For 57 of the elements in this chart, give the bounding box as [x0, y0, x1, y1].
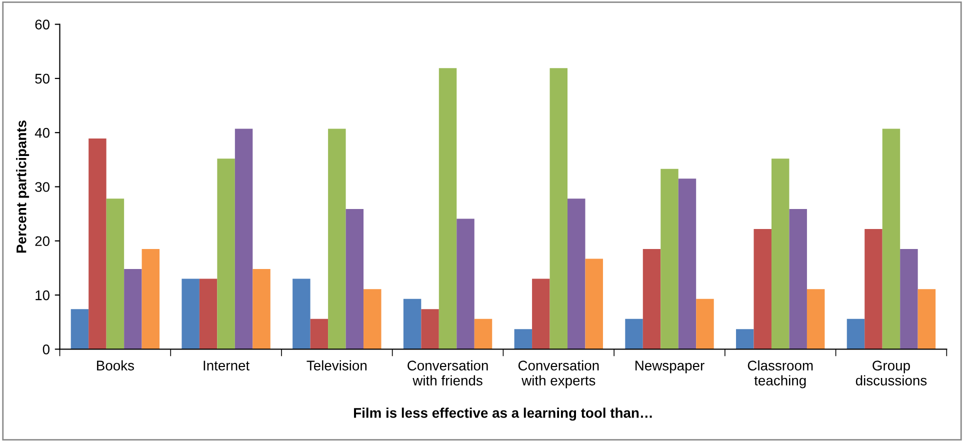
bar: [124, 269, 142, 350]
bar: [806, 289, 825, 350]
bar: [292, 278, 310, 350]
x-tick-label: Group discussions: [856, 360, 927, 386]
bar: [846, 318, 865, 350]
bar: [900, 249, 918, 350]
bar: [532, 278, 550, 350]
bar: [106, 198, 124, 350]
bar: [642, 249, 661, 350]
x-tick-label: Classroom teaching: [748, 360, 813, 388]
bar: [918, 289, 936, 350]
bar: [142, 249, 160, 350]
bar: [514, 329, 532, 350]
bar: [438, 68, 457, 350]
y-tick-label: 20: [35, 236, 50, 246]
bar: [364, 289, 382, 350]
bar: [864, 228, 882, 350]
bar: [696, 298, 714, 350]
y-tick-label: 40: [34, 128, 50, 138]
bar: [199, 278, 218, 350]
bar: [310, 318, 328, 350]
x-tick-label: Newspaper: [636, 360, 704, 374]
y-axis-title: Percent participants: [16, 120, 30, 253]
bar: [568, 198, 586, 350]
x-tick-label: Television: [306, 360, 367, 370]
y-tick-label: 60: [35, 20, 50, 30]
x-tick-label: Conversation with experts: [518, 360, 599, 388]
y-tick-label: 50: [35, 74, 50, 84]
bar: [754, 228, 772, 350]
y-tick-label: 10: [36, 290, 50, 300]
y-tick-label: 0: [42, 344, 50, 354]
bar: [660, 168, 678, 350]
bar: [70, 309, 89, 350]
x-tick-label: Conversation with friends: [408, 360, 488, 386]
bar: [882, 128, 900, 350]
x-axis-title: Film is less effective as a learning tool than…: [354, 408, 652, 421]
bar: [403, 298, 422, 350]
bar: [346, 208, 364, 350]
bar: [234, 128, 253, 350]
bar: [550, 68, 568, 350]
bar: [771, 158, 790, 350]
bar: [585, 258, 603, 350]
bar: [789, 208, 807, 350]
x-tick-label: Internet: [204, 360, 250, 370]
bar: [421, 309, 439, 350]
bar: [474, 318, 492, 350]
bar: [217, 158, 235, 350]
bar: [252, 269, 270, 350]
bar: [88, 138, 106, 350]
bar: [456, 218, 474, 350]
y-tick-label: 30: [35, 182, 50, 192]
bar: [736, 329, 754, 350]
bar: [625, 318, 643, 350]
x-tick-label: Books: [97, 360, 134, 370]
bar: [328, 128, 346, 350]
bar: [182, 278, 200, 350]
bar: [678, 178, 696, 350]
